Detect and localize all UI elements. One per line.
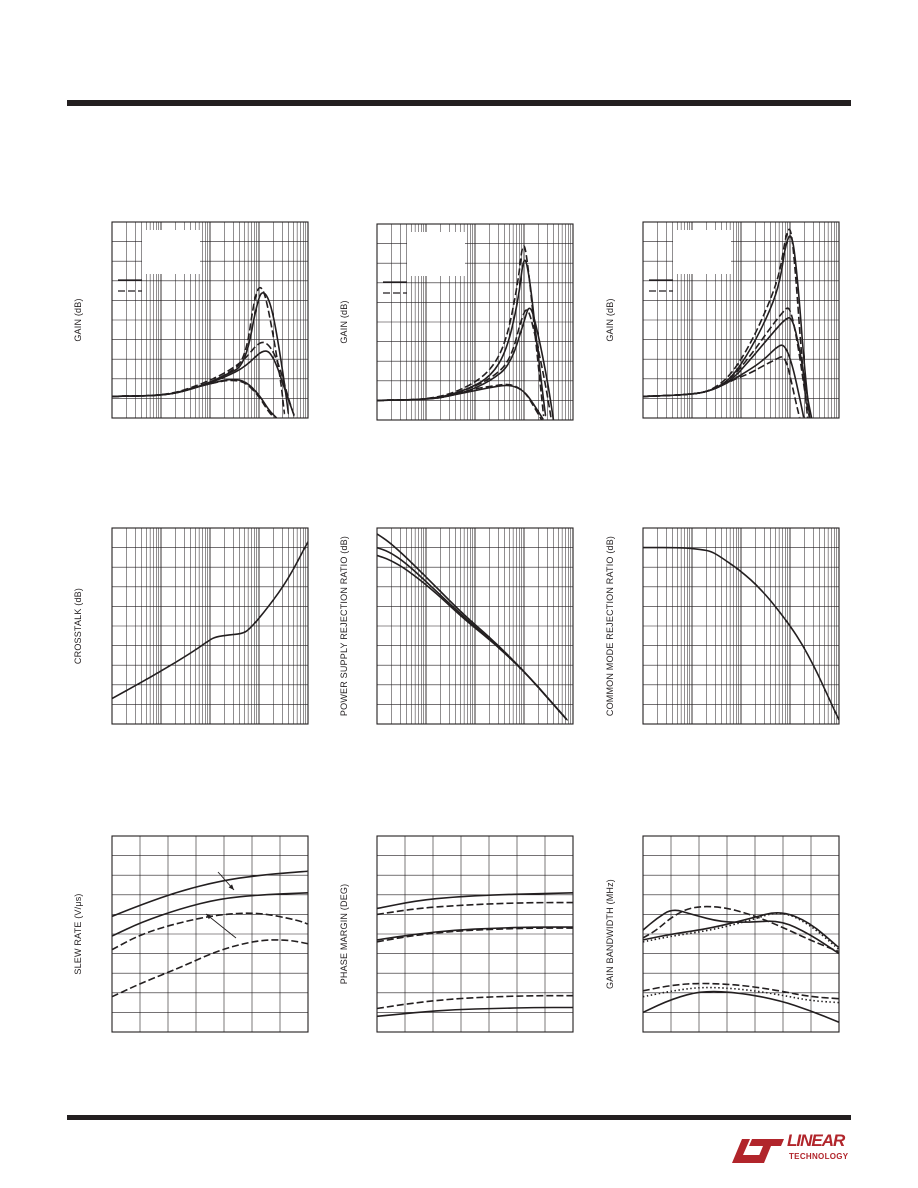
plot-frame bbox=[111, 221, 309, 419]
series-line bbox=[377, 994, 573, 1010]
plot-frame bbox=[111, 835, 309, 1033]
plot-frame bbox=[642, 835, 840, 1033]
logo-wordmark: LINEAR bbox=[787, 1131, 845, 1150]
series-line bbox=[112, 341, 296, 417]
series-line bbox=[377, 926, 573, 941]
gain-bandwidth-chart bbox=[642, 835, 840, 1033]
gain-vs-frequency-chart-1 bbox=[111, 221, 309, 419]
blank-label-area bbox=[673, 230, 731, 274]
y-axis-label: CROSSTALK (dB) bbox=[73, 587, 83, 665]
series-line bbox=[112, 379, 276, 418]
gain-vs-frequency-chart-2 bbox=[376, 223, 574, 421]
plot-frame bbox=[376, 835, 574, 1033]
series-line bbox=[643, 909, 839, 955]
series-line bbox=[643, 317, 813, 418]
series-line bbox=[643, 905, 839, 953]
series-line bbox=[643, 990, 839, 1023]
y-axis-label: POWER SUPPLY REJECTION RATIO (dB) bbox=[339, 535, 349, 717]
series-line bbox=[112, 939, 308, 998]
header-rule bbox=[67, 100, 851, 106]
cmrr-chart bbox=[642, 527, 840, 725]
annotation-arrow bbox=[205, 913, 237, 939]
footer-rule bbox=[67, 1115, 851, 1120]
series-line bbox=[377, 901, 573, 916]
series-line bbox=[643, 912, 839, 951]
plot-frame bbox=[642, 527, 840, 725]
series-line bbox=[643, 546, 839, 721]
series-line bbox=[643, 982, 839, 1000]
series-line bbox=[643, 356, 801, 418]
slew-rate-chart bbox=[111, 835, 309, 1033]
series-line bbox=[643, 986, 839, 1004]
plot-frame bbox=[376, 527, 574, 725]
y-axis-label: COMMON MODE REJECTION RATIO (dB) bbox=[605, 535, 615, 717]
series-line bbox=[377, 307, 555, 420]
y-axis-label: GAIN (dB) bbox=[605, 298, 615, 342]
series-line bbox=[112, 378, 278, 418]
blank-label-area bbox=[142, 230, 200, 274]
phase-margin-chart bbox=[376, 835, 574, 1033]
company-logo-icon bbox=[732, 1139, 784, 1163]
series-line bbox=[112, 870, 308, 918]
annotation-arrowhead bbox=[228, 884, 234, 890]
plot-frame bbox=[642, 221, 840, 419]
series-line bbox=[112, 540, 308, 700]
psrr-chart bbox=[376, 527, 574, 725]
series-line bbox=[377, 1006, 573, 1018]
y-axis-label: GAIN (dB) bbox=[339, 300, 349, 344]
series-line bbox=[112, 912, 308, 951]
crosstalk-chart bbox=[111, 527, 309, 725]
blank-label-area bbox=[407, 232, 465, 276]
series-line bbox=[112, 892, 308, 937]
plot-frame bbox=[111, 527, 309, 725]
y-axis-label: GAIN BANDWIDTH (MHz) bbox=[605, 879, 615, 989]
y-axis-label: GAIN (dB) bbox=[73, 298, 83, 342]
y-axis-label: SLEW RATE (V/μs) bbox=[73, 893, 83, 975]
series-line bbox=[377, 892, 573, 910]
series-line bbox=[643, 912, 839, 949]
annotation-arrowhead bbox=[206, 914, 212, 920]
y-axis-label: PHASE MARGIN (DEG) bbox=[339, 883, 349, 985]
series-line bbox=[643, 228, 809, 418]
logo-subtext: TECHNOLOGY bbox=[789, 1152, 849, 1161]
gain-vs-frequency-chart-3 bbox=[642, 221, 840, 419]
series-line bbox=[377, 554, 568, 721]
series-line bbox=[377, 383, 543, 420]
plot-frame bbox=[376, 223, 574, 421]
